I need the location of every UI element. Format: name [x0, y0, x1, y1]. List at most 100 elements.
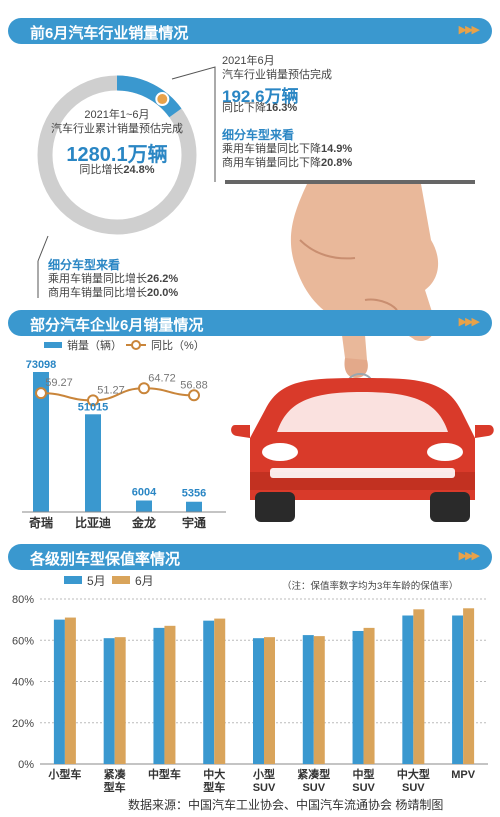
ring-growth: 同比增长24.8% — [37, 163, 197, 177]
ring-value: 1280.1万辆 — [66, 144, 168, 166]
ring-growth-label: 同比增长 — [79, 164, 124, 176]
half-passenger: 乘用车销量同比增长26.2% — [48, 272, 178, 286]
legend: 5月 6月 — [64, 574, 154, 588]
section-header-sales: 前6月汽车行业销量情况 ▶▶▶ — [8, 18, 492, 44]
bar-value-label: 5356 — [182, 488, 206, 500]
half-commercial-label: 商用车销量同比增长 — [48, 287, 147, 299]
shelf-bar — [225, 180, 475, 184]
bar-may — [103, 638, 115, 764]
y-tick-label: 20% — [12, 718, 34, 730]
bar-may — [302, 635, 314, 764]
bar-may — [53, 619, 65, 764]
category-label: 中型 SUV — [352, 767, 375, 794]
growth-value-label: 64.72 — [148, 372, 176, 384]
june-passenger: 乘用车销量同比下降14.9% — [222, 142, 352, 156]
legend-label-growth: 同比（%） — [151, 339, 205, 352]
legend-marker-growth — [131, 340, 141, 350]
june-commercial-value: 20.8% — [321, 157, 353, 169]
ring-desc: 汽车行业累计销量预估完成 — [51, 123, 183, 135]
ring-period: 2021年1~6月 — [84, 109, 150, 121]
bar-may — [352, 630, 364, 764]
legend-swatch-may — [64, 576, 82, 584]
category-label: 小型车 — [47, 767, 81, 781]
y-tick-label: 60% — [12, 635, 34, 647]
arrows-icon: ▶▶▶ — [458, 316, 480, 328]
bar-value-label: 51015 — [78, 401, 109, 413]
growth-point — [35, 387, 47, 400]
bar-sales — [136, 500, 152, 512]
labels: 73098 奇瑞 51015 比亚迪 6004 金龙 5356 宇通 59.27 51.27 64.… — [26, 359, 208, 530]
half-leader-line — [37, 235, 49, 262]
section-header-companies: 部分汽车企业6月销量情况 ▶▶▶ — [8, 310, 492, 336]
ring-june-arc — [116, 75, 182, 118]
june-change: 同比下降16.3% — [222, 101, 297, 115]
bar-value-label: 6004 — [132, 487, 157, 499]
half-passenger-label: 乘用车销量同比增长 — [48, 273, 147, 285]
growth-point — [138, 382, 150, 395]
june-passenger-label: 乘用车销量同比下降 — [222, 143, 321, 155]
ring-growth-value: 24.8% — [123, 164, 155, 176]
june-commercial-label: 商用车销量同比下降 — [222, 157, 321, 169]
bar-sales — [186, 501, 202, 512]
growth-point — [188, 389, 200, 402]
half-sub-title: 细分车型来看 — [48, 258, 121, 272]
bar-june — [313, 636, 325, 764]
y-tick-label: 40% — [12, 677, 34, 689]
source-credit: 数据来源：中国汽车工业协会、中国汽车流通协会 杨靖制图 — [128, 798, 444, 812]
category-label: 比亚迪 — [75, 515, 111, 530]
y-tick-label: 0% — [18, 759, 34, 771]
bar-june — [363, 627, 375, 764]
bar-june — [64, 617, 76, 764]
category-label: MPV — [451, 769, 476, 781]
bar-june — [463, 608, 475, 764]
section-header-retention: 各级别车型保值率情况 ▶▶▶ — [8, 544, 492, 570]
bar-june — [264, 637, 275, 764]
bar-june — [413, 609, 425, 764]
retention-chart: 5月 6月 0% 20% 40% 60% 80% 小型车 紧凑型车 中型车 中大型车 小型 SUV 紧… — [12, 574, 488, 794]
growth-point — [87, 394, 99, 407]
bar-june — [214, 618, 226, 764]
june-sub-title: 细分车型来看 — [222, 128, 295, 142]
june-change-value: 16.3% — [266, 102, 298, 114]
category-label: 奇瑞 — [29, 515, 53, 530]
bars — [53, 608, 475, 764]
growth-line-path — [40, 387, 195, 402]
red-car-icon — [231, 378, 494, 522]
growth-value-label: 56.88 — [180, 379, 208, 391]
june-change-label: 同比下降 — [222, 102, 266, 114]
category-label: 中大型 SUV — [397, 767, 430, 794]
arrows-icon: ▶▶▶ — [458, 24, 480, 36]
bar-value-label: 73098 — [26, 359, 57, 371]
bar-june — [164, 625, 176, 764]
june-value: 192.6万辆 — [222, 87, 299, 106]
legend-label-sales: 销量（辆） — [67, 338, 122, 352]
category-label: 紧凑型车 — [104, 767, 127, 794]
hand-icon — [290, 184, 439, 378]
legend-swatch-sales — [44, 342, 62, 348]
growth-value-label: 59.27 — [45, 377, 73, 389]
car-key-illustration — [225, 180, 494, 522]
y-tick-label: 80% — [12, 594, 34, 606]
section-title: 部分汽车企业6月销量情况 — [30, 317, 204, 334]
bar-may — [402, 615, 414, 764]
june-commercial: 商用车销量同比下降20.8% — [222, 156, 352, 170]
ring-marker-dot — [155, 92, 170, 107]
growth-line — [35, 382, 200, 407]
category-label: 紧凑型 SUV — [297, 767, 330, 794]
section-title: 各级别车型保值率情况 — [30, 551, 181, 568]
legend: 销量（辆） 同比（%） — [44, 338, 205, 352]
section-title: 前6月汽车行业销量情况 — [30, 25, 189, 42]
ring-and-lines — [37, 66, 216, 298]
category-label: 金龙 — [131, 515, 156, 530]
bar-may — [203, 620, 215, 764]
growth-value-label: 51.27 — [97, 384, 125, 396]
half-commercial: 商用车销量同比增长20.0% — [48, 286, 178, 300]
legend-label-june: 6月 — [135, 574, 154, 588]
category-label: 中大型车 — [203, 767, 225, 794]
bar-june — [114, 637, 126, 764]
june-period: 2021年6月 — [222, 55, 275, 67]
retention-note: （注：保值率数字均为3年车龄的保值率） — [282, 581, 459, 592]
half-passenger-value: 26.2% — [147, 273, 179, 285]
june-desc: 汽车行业销量预估完成 — [222, 69, 332, 81]
june-passenger-value: 14.9% — [321, 143, 353, 155]
